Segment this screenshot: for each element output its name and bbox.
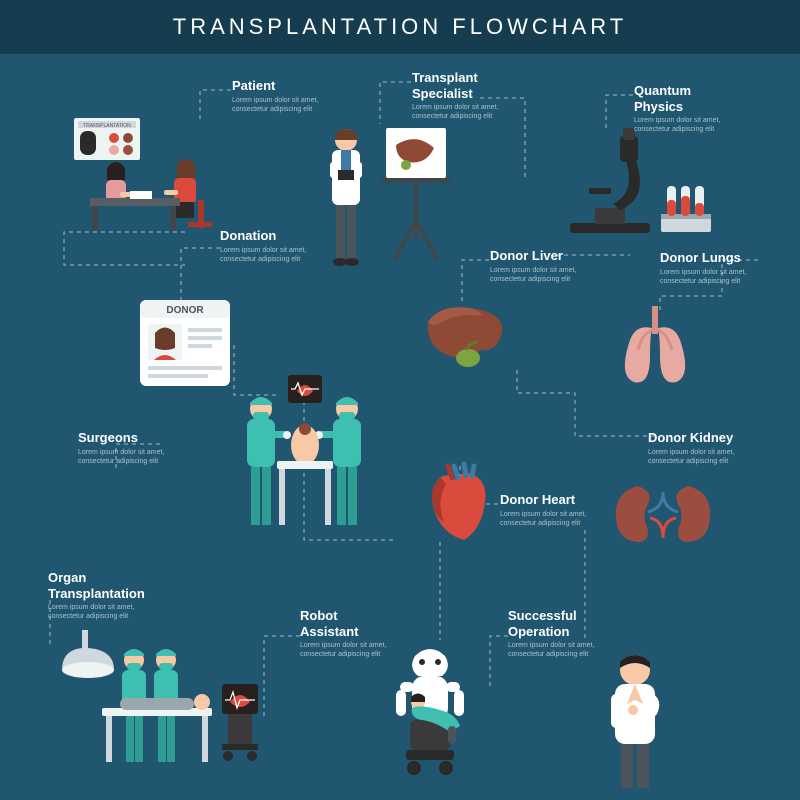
label-specialist: Transplant SpecialistLorem ipsum dolor s… <box>412 70 498 121</box>
svg-text:TRANSPLANTATION: TRANSPLANTATION <box>83 123 131 129</box>
liver-illustration <box>420 302 510 372</box>
label-patient: PatientLorem ipsum dolor sit amet, conse… <box>232 78 318 114</box>
heart-illustration <box>420 460 500 545</box>
label-robot: Robot AssistantLorem ipsum dolor sit ame… <box>300 608 386 659</box>
organ-trans-illustration <box>62 630 262 770</box>
surgeons-illustration <box>225 375 385 535</box>
label-donor-liver: Donor LiverLorem ipsum dolor sit amet, c… <box>490 248 576 284</box>
label-organ-trans: Organ TransplantationLorem ipsum dolor s… <box>48 570 145 621</box>
success-patient-illustration <box>575 648 695 788</box>
label-donation: DonationLorem ipsum dolor sit amet, cons… <box>220 228 306 264</box>
microscope-illustration <box>565 128 715 238</box>
label-donor-lungs: Donor LungsLorem ipsum dolor sit amet, c… <box>660 250 746 286</box>
kidney-illustration <box>608 480 718 550</box>
label-donor-kidney: Donor KidneyLorem ipsum dolor sit amet, … <box>648 430 734 466</box>
patient-desk-illustration: TRANSPLANTATION <box>70 118 230 233</box>
specialist-illustration <box>316 120 456 270</box>
svg-text:DONOR: DONOR <box>166 305 204 316</box>
lungs-illustration <box>600 306 710 386</box>
label-success: Successful OperationLorem ipsum dolor si… <box>508 608 594 659</box>
label-surgeons: SurgeonsLorem ipsum dolor sit amet, cons… <box>78 430 164 466</box>
donor-card-illustration: DONOR <box>140 300 230 386</box>
label-quantum: Quantum PhysicsLorem ipsum dolor sit ame… <box>634 83 720 134</box>
label-donor-heart: Donor HeartLorem ipsum dolor sit amet, c… <box>500 492 586 528</box>
robot-illustration <box>370 648 490 778</box>
